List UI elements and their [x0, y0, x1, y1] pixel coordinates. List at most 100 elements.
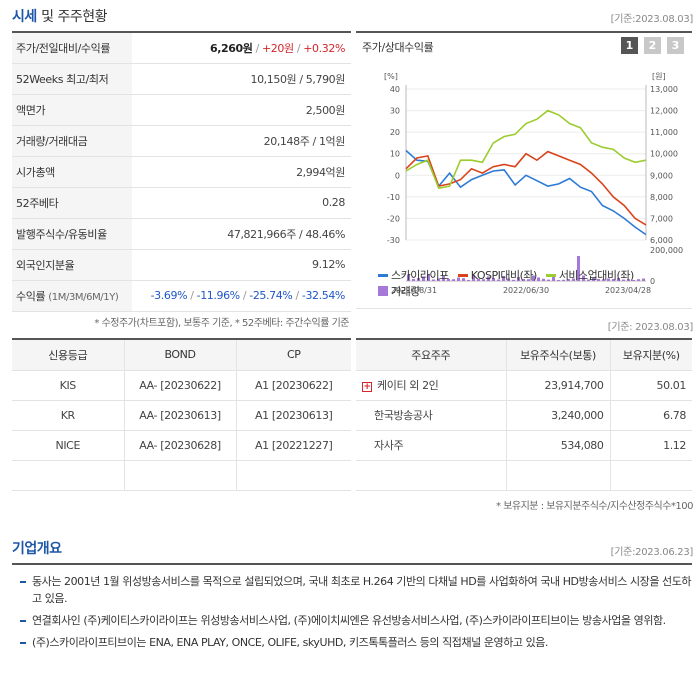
table-cell	[609, 460, 692, 491]
volume-bar	[412, 279, 415, 281]
shareholder-base-date: [기준: 2023.08.03]	[607, 322, 694, 333]
overview-title: 기업개요	[12, 541, 62, 557]
volume-bar	[427, 274, 430, 281]
left-tick-label: 30	[390, 107, 400, 116]
table-cell: 3,240,000	[505, 400, 610, 431]
volume-tick-label: 200,000	[650, 246, 683, 255]
table-cell: 23,914,700	[505, 370, 610, 401]
table-row: 외국인지분율 9.12%	[12, 249, 351, 281]
table-cell: 1.12	[609, 430, 692, 461]
column-header: 보유지분(%)	[609, 339, 692, 371]
price-footnote: * 수정주가(차트포함), 보통주 기준, * 52주베타: 주간수익률 기준	[94, 318, 349, 329]
table-row: 52주베타 0.28	[12, 187, 351, 219]
table-cell: NICE	[12, 430, 124, 461]
volume-bar	[447, 279, 450, 281]
overview-item: (주)스카이라이프티브이는 ENA, ENA PLAY, ONCE, OLIFE…	[12, 634, 692, 651]
price-chart: [%] [원] 40 30 20 10 0 -10 -20 -30 13,000 12,000 11,0…	[384, 72, 683, 295]
right-tick-label: 11,000	[650, 128, 678, 137]
right-tick-label: 7,000	[650, 214, 673, 223]
table-row: 수익률 (1M/3M/6M/1Y) -3.69% / -11.96% / -25…	[12, 280, 351, 312]
returns-value: -3.69% / -11.96% / -25.74% / -32.54%	[132, 280, 351, 312]
volume-bar	[547, 279, 550, 281]
series-line-2	[405, 150, 647, 226]
volume-bar	[632, 280, 635, 281]
volume-bar	[432, 279, 435, 281]
volume-bar	[442, 275, 445, 281]
volume-bar	[552, 275, 555, 281]
x-tick-label: 2021/08/31	[391, 286, 437, 295]
left-axis-unit: [%]	[384, 72, 398, 81]
volume-bar	[617, 278, 620, 281]
price-table: 주가/전일대비/수익률 6,260원 / +20원 / +0.32% 52Wee…	[12, 31, 351, 312]
left-tick-label: 40	[390, 85, 400, 94]
volume-bar	[522, 279, 525, 281]
shareholder-name[interactable]: + 케이티 외 2인	[356, 370, 506, 401]
table-cell	[356, 460, 506, 491]
volume-bar	[537, 277, 540, 281]
table-cell: AA- [20230622]	[123, 370, 236, 401]
volume-bar	[587, 279, 590, 281]
row-value: 20,148주 / 1억원	[132, 125, 351, 157]
volume-bar	[642, 278, 645, 281]
column-header: 주요주주	[356, 339, 506, 371]
volume-bar	[507, 278, 510, 281]
right-axis-unit: [원]	[652, 72, 666, 81]
chart-tab-3[interactable]: 3	[667, 37, 684, 54]
volume-bar	[407, 274, 410, 281]
volume-bar	[497, 279, 500, 281]
table-cell	[505, 460, 610, 491]
row-label: 액면가	[12, 94, 132, 126]
right-tick-label: 9,000	[650, 171, 673, 180]
volume-bar	[592, 277, 595, 281]
table-cell: 6.78	[609, 400, 692, 431]
chart-tab-1[interactable]: 1	[621, 37, 638, 54]
company-overview: 동사는 2001년 1월 위성방송서비스를 목적으로 설립되었으며, 국내 최초…	[12, 563, 692, 656]
chart-tab-2[interactable]: 2	[644, 37, 661, 54]
volume-bar	[457, 277, 460, 281]
row-label: 발행주식수/유동비율	[12, 218, 132, 250]
chart-tabs: 1 2 3	[621, 37, 684, 54]
volume-bar	[492, 278, 495, 281]
table-row: + 케이티 외 2인 23,914,700 50.01	[356, 370, 692, 401]
left-tick-label: -20	[387, 214, 400, 223]
volume-tick-label: 0	[650, 277, 655, 286]
volume-bar	[562, 279, 565, 281]
column-header: 신용등급	[12, 339, 124, 371]
legend-swatch	[378, 286, 388, 296]
column-header: CP	[235, 339, 351, 371]
series-line-3	[405, 109, 647, 190]
volume-bar	[467, 280, 470, 281]
table-row: 한국방송공사 3,240,000 6.78	[356, 400, 692, 431]
volume-bar	[437, 278, 440, 281]
table-cell: 534,080	[505, 430, 610, 461]
table-row: NICE AA- [20230628] A1 [20221227]	[12, 430, 351, 461]
table-row: KR AA- [20230613] A1 [20230613]	[12, 400, 351, 431]
volume-bar	[627, 279, 630, 281]
volume-bar	[577, 256, 580, 281]
left-tick-label: 10	[390, 150, 400, 159]
expand-plus-icon[interactable]: +	[362, 382, 372, 392]
row-label: 52주베타	[12, 187, 132, 219]
volume-bar	[622, 279, 625, 281]
volume-bar	[612, 279, 615, 281]
price-value: 6,260원 / +20원 / +0.32%	[132, 32, 351, 64]
section-header-overview: 기업개요	[12, 532, 62, 558]
right-tick-label: 13,000	[650, 85, 678, 94]
row-value: 47,821,966주 / 48.46%	[132, 218, 351, 250]
volume-bar	[482, 279, 485, 281]
right-tick-label: 6,000	[650, 236, 673, 245]
row-value: 2,994억원	[132, 156, 351, 188]
shareholder-table: 주요주주 보유주식수(보통) 보유지분(%) + 케이티 외 2인 23,914,…	[356, 338, 692, 491]
table-header-row: 신용등급 BOND CP	[12, 339, 351, 371]
table-cell	[235, 460, 351, 491]
table-row: 시가총액 2,994억원	[12, 156, 351, 188]
table-row	[12, 460, 351, 491]
volume-bar	[557, 280, 560, 281]
table-cell	[123, 460, 236, 491]
row-label: 거래량/거래대금	[12, 125, 132, 157]
legend-swatch	[457, 273, 468, 277]
table-header-row: 주요주주 보유주식수(보통) 보유지분(%)	[356, 339, 692, 371]
volume-bar	[512, 279, 515, 281]
table-cell: A1 [20230622]	[235, 370, 351, 401]
overview-item: 연결회사인 (주)케이티스카이라이프는 위성방송서비스사업, (주)에이치씨엔은…	[12, 612, 692, 629]
